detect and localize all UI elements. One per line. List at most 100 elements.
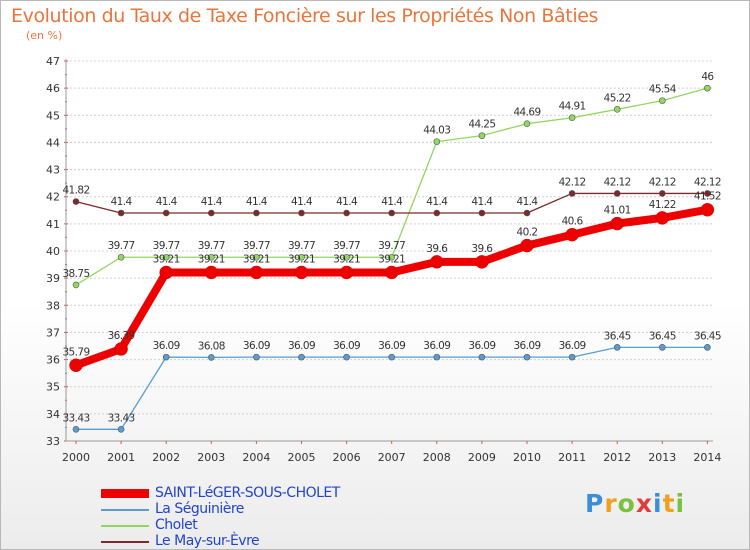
- data-point: [298, 209, 305, 217]
- data-label: 42.12: [694, 176, 721, 188]
- data-label: 44.91: [559, 101, 586, 113]
- data-point: [249, 265, 264, 280]
- data-label: 36.39: [108, 330, 135, 342]
- data-point: [298, 353, 305, 361]
- data-label: 39.21: [198, 253, 225, 265]
- data-point: [343, 253, 350, 261]
- data-label: 44.25: [468, 119, 495, 131]
- logo-letter: o: [617, 489, 636, 518]
- x-tick-label: 2007: [378, 451, 406, 464]
- data-label: 39.77: [198, 240, 225, 252]
- data-point: [204, 265, 219, 280]
- x-tick-label: 2014: [693, 451, 721, 464]
- y-tick-label: 36: [46, 354, 60, 367]
- data-label: 39.21: [288, 253, 315, 265]
- data-label: 36.09: [153, 340, 180, 352]
- data-point: [568, 114, 576, 122]
- data-point: [343, 209, 350, 217]
- y-tick-label: 35: [46, 381, 60, 394]
- data-point: [253, 253, 260, 261]
- data-point: [117, 253, 125, 261]
- logo-letter: P: [585, 489, 605, 518]
- y-tick-label: 41: [46, 218, 60, 231]
- data-point: [568, 353, 576, 361]
- data-point: [384, 265, 399, 280]
- data-point: [339, 265, 354, 280]
- data-point: [658, 190, 666, 197]
- data-label: 40.2: [517, 227, 538, 239]
- data-label: 41.4: [336, 196, 358, 208]
- data-point: [388, 353, 396, 361]
- data-label: 33.43: [108, 412, 135, 424]
- data-point: [478, 132, 486, 139]
- data-label: 39.21: [378, 253, 405, 265]
- data-point: [613, 190, 621, 197]
- x-tick-label: 2005: [288, 451, 316, 464]
- legend-label: Cholet: [155, 517, 198, 533]
- legend-swatch: [101, 525, 149, 527]
- y-tick-label: 42: [46, 191, 60, 204]
- data-label: 36.09: [243, 340, 270, 352]
- data-label: 46: [701, 71, 714, 83]
- y-tick-label: 37: [46, 326, 60, 339]
- data-point: [613, 344, 621, 351]
- data-label: 42.12: [559, 176, 586, 188]
- y-tick-label: 45: [46, 109, 60, 122]
- data-point: [117, 426, 125, 433]
- data-point: [430, 255, 444, 269]
- data-point: [298, 253, 305, 261]
- data-label: 39.21: [153, 253, 180, 265]
- data-label: 35.79: [62, 346, 89, 358]
- y-tick-label: 46: [46, 82, 60, 95]
- data-point: [520, 238, 534, 253]
- data-label: 41.4: [111, 196, 133, 208]
- data-label: 41.4: [517, 196, 539, 208]
- data-point: [253, 209, 260, 217]
- data-point: [72, 281, 80, 289]
- data-point: [294, 265, 309, 280]
- data-label: 39.6: [471, 243, 493, 255]
- legend-label: Le May-sur-Èvre: [155, 533, 260, 549]
- data-label: 36.45: [604, 330, 631, 342]
- unit-label: (en %): [26, 29, 63, 42]
- x-tick-label: 2012: [603, 451, 631, 464]
- data-label: 39.77: [333, 240, 360, 252]
- data-label: 36.09: [468, 340, 495, 352]
- data-point: [162, 353, 170, 361]
- data-point: [159, 265, 173, 280]
- x-tick-label: 2004: [242, 451, 270, 464]
- data-label: 41.4: [426, 196, 448, 208]
- y-tick-label: 47: [46, 55, 60, 68]
- data-point: [613, 106, 621, 113]
- data-point: [610, 216, 624, 231]
- proxiti-logo: Proxiti: [585, 489, 685, 518]
- data-label: 39.77: [108, 240, 135, 252]
- data-label: 45.22: [604, 92, 631, 104]
- data-label: 36.09: [378, 340, 405, 352]
- data-label: 39.77: [153, 240, 180, 252]
- data-label: 36.09: [423, 340, 450, 352]
- y-tick-label: 38: [46, 299, 60, 312]
- data-label: 40.6: [562, 216, 584, 228]
- data-label: 36.45: [694, 330, 721, 342]
- data-label: 39.21: [243, 253, 270, 265]
- data-label: 41.4: [381, 196, 403, 208]
- data-point: [208, 209, 215, 217]
- data-label: 41.01: [604, 205, 631, 217]
- data-label: 41.82: [62, 185, 89, 197]
- data-point: [343, 353, 350, 361]
- data-point: [117, 209, 125, 217]
- data-point: [114, 342, 128, 356]
- data-label: 36.09: [559, 340, 586, 352]
- logo-letter: r: [604, 489, 618, 518]
- data-point: [388, 209, 396, 217]
- data-label: 39.77: [378, 240, 405, 252]
- data-point: [208, 354, 215, 361]
- data-point: [433, 138, 441, 145]
- data-label: 36.09: [333, 340, 360, 352]
- data-point: [162, 253, 170, 261]
- data-point: [478, 209, 486, 217]
- data-label: 45.54: [649, 84, 677, 96]
- data-label: 36.08: [198, 340, 225, 352]
- data-label: 41.4: [246, 196, 268, 208]
